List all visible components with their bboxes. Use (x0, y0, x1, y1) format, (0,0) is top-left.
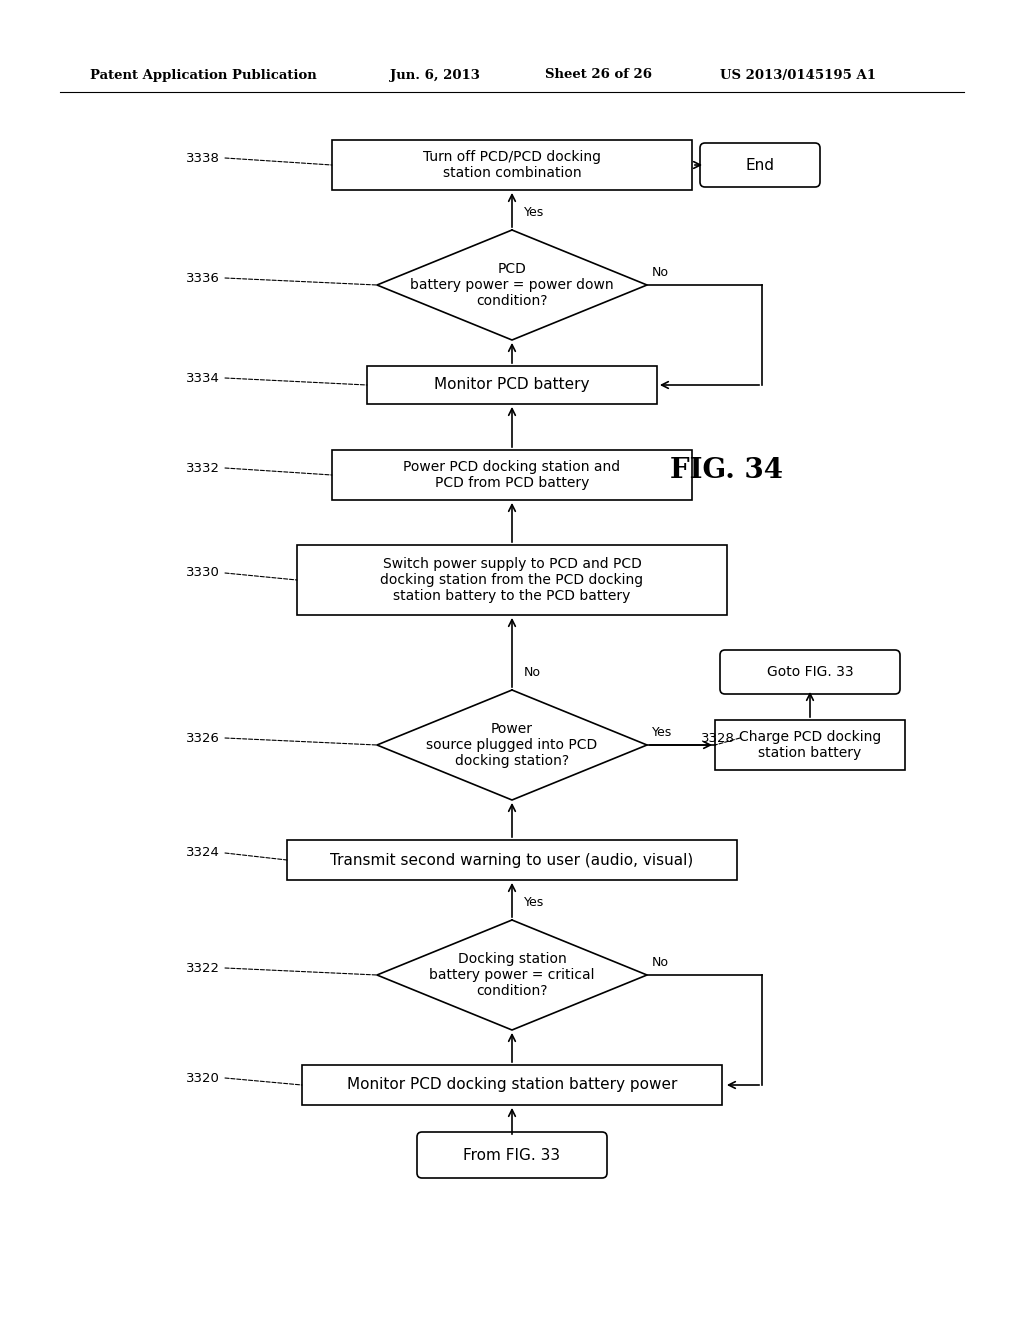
Bar (332, 450, 692, 500)
Text: Jun. 6, 2013: Jun. 6, 2013 (390, 69, 480, 82)
Text: 3334: 3334 (186, 371, 220, 384)
Text: 3320: 3320 (186, 1072, 220, 1085)
Bar (287, 840, 737, 880)
Text: From FIG. 33: From FIG. 33 (464, 1147, 560, 1163)
Text: Power PCD docking station and
PCD from PCD battery: Power PCD docking station and PCD from P… (403, 459, 621, 490)
Text: No: No (652, 956, 669, 969)
Text: 3322: 3322 (186, 961, 220, 974)
Text: Yes: Yes (652, 726, 672, 739)
Polygon shape (377, 920, 647, 1030)
Text: Charge PCD docking
station battery: Charge PCD docking station battery (739, 730, 881, 760)
Text: 3336: 3336 (186, 272, 220, 285)
Text: Power
source plugged into PCD
docking station?: Power source plugged into PCD docking st… (426, 722, 598, 768)
Text: 3338: 3338 (186, 152, 220, 165)
Text: 3324: 3324 (186, 846, 220, 859)
FancyBboxPatch shape (720, 649, 900, 694)
Bar (332, 140, 692, 190)
Text: No: No (652, 267, 669, 280)
Text: Sheet 26 of 26: Sheet 26 of 26 (545, 69, 652, 82)
Bar (302, 1065, 722, 1105)
Text: Switch power supply to PCD and PCD
docking station from the PCD docking
station : Switch power supply to PCD and PCD docki… (381, 557, 643, 603)
Text: Turn off PCD/PCD docking
station combination: Turn off PCD/PCD docking station combina… (423, 150, 601, 180)
Text: Docking station
battery power = critical
condition?: Docking station battery power = critical… (429, 952, 595, 998)
Text: Monitor PCD battery: Monitor PCD battery (434, 378, 590, 392)
Text: No: No (524, 665, 541, 678)
Text: US 2013/0145195 A1: US 2013/0145195 A1 (720, 69, 876, 82)
FancyBboxPatch shape (700, 143, 820, 187)
Text: 3332: 3332 (186, 462, 220, 474)
Bar (715, 719, 905, 770)
Bar (297, 545, 727, 615)
Text: PCD
battery power = power down
condition?: PCD battery power = power down condition… (411, 261, 613, 308)
Text: Goto FIG. 33: Goto FIG. 33 (767, 665, 853, 678)
Text: 3330: 3330 (186, 566, 220, 579)
Text: 3326: 3326 (186, 731, 220, 744)
FancyBboxPatch shape (417, 1133, 607, 1177)
Text: FIG. 34: FIG. 34 (670, 457, 783, 483)
Text: Monitor PCD docking station battery power: Monitor PCD docking station battery powe… (347, 1077, 677, 1093)
Polygon shape (377, 230, 647, 341)
Text: Yes: Yes (524, 206, 544, 219)
Text: Transmit second warning to user (audio, visual): Transmit second warning to user (audio, … (331, 853, 693, 867)
Text: Yes: Yes (524, 895, 544, 908)
Text: Patent Application Publication: Patent Application Publication (90, 69, 316, 82)
Polygon shape (377, 690, 647, 800)
Text: End: End (745, 157, 774, 173)
Text: 3328: 3328 (701, 731, 735, 744)
Bar (367, 366, 657, 404)
